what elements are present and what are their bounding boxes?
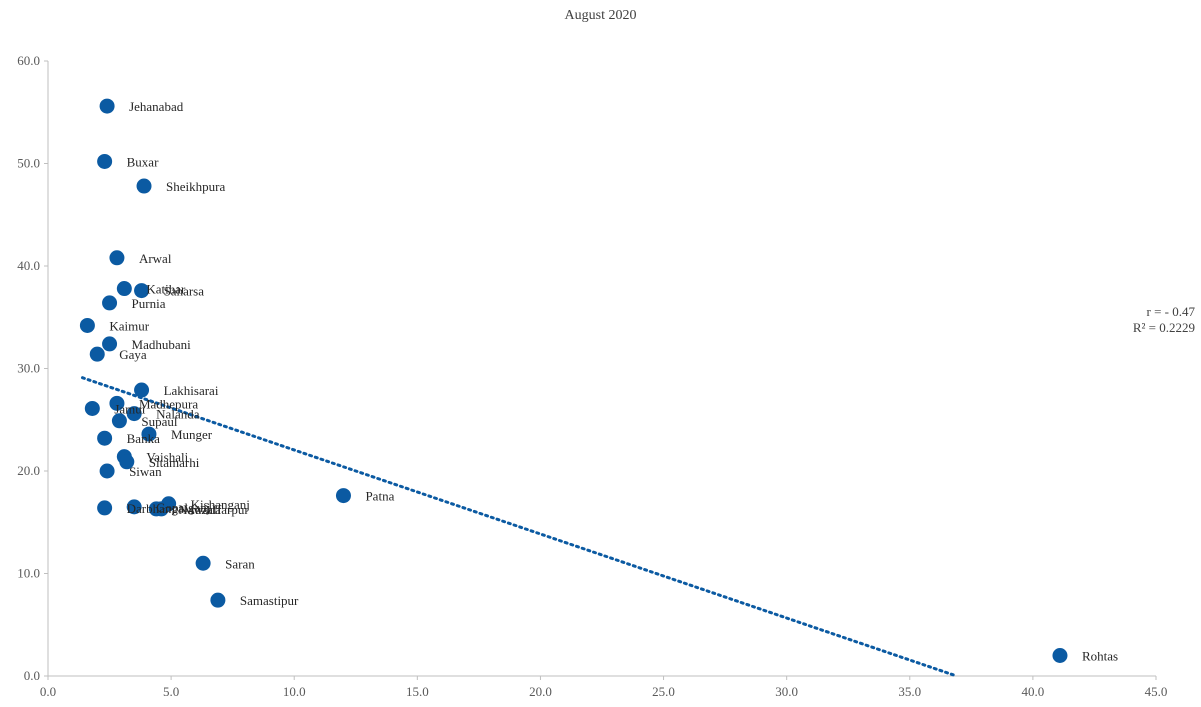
- y-tick-label: 30.0: [17, 361, 40, 376]
- y-tick-label: 0.0: [24, 668, 40, 683]
- point-label: Supaul: [141, 414, 178, 429]
- point-label: Buxar: [127, 154, 159, 169]
- data-point: [116, 281, 132, 297]
- y-tick-label: 20.0: [17, 463, 40, 478]
- point-label: Munger: [171, 427, 213, 442]
- data-points: [79, 98, 1068, 663]
- point-label: Sheikhpura: [166, 179, 225, 194]
- x-tick-label: 20.0: [529, 684, 552, 699]
- data-point: [111, 413, 127, 429]
- y-tick-label: 50.0: [17, 156, 40, 171]
- chart-title: August 2020: [564, 8, 637, 23]
- x-tick-label: 10.0: [283, 684, 306, 699]
- x-tick-label: 35.0: [898, 684, 921, 699]
- point-label: Madhubani: [132, 337, 192, 352]
- point-label: Gaya: [119, 347, 147, 362]
- data-point: [134, 283, 150, 299]
- data-point: [141, 426, 157, 442]
- data-point: [102, 336, 118, 352]
- x-tick-label: 25.0: [652, 684, 675, 699]
- point-label: Madhepura: [139, 396, 198, 411]
- data-point: [126, 499, 142, 515]
- trendline: [80, 376, 959, 678]
- data-point: [136, 178, 152, 194]
- data-point: [109, 250, 125, 266]
- data-point: [1052, 648, 1068, 663]
- point-label: Siwan: [129, 464, 162, 479]
- point-label: Jehanabad: [129, 99, 184, 114]
- point-label: Nawada: [178, 502, 221, 517]
- data-point: [99, 98, 115, 114]
- x-tick-label: 40.0: [1022, 684, 1045, 699]
- data-point: [99, 463, 115, 479]
- data-point: [153, 501, 169, 517]
- point-label: Patna: [365, 489, 394, 504]
- data-point: [134, 382, 150, 398]
- data-point: [335, 488, 351, 504]
- x-tick-label: 30.0: [775, 684, 798, 699]
- data-point: [84, 400, 100, 416]
- point-label: Lakhisarai: [164, 383, 219, 398]
- point-label: Darbhanga: [127, 501, 184, 516]
- x-tick-label: 45.0: [1145, 684, 1168, 699]
- data-point: [210, 592, 226, 608]
- point-label: Gopalganj: [156, 500, 210, 515]
- point-label: Rohtas: [1082, 649, 1118, 664]
- point-label: Katihar: [146, 282, 186, 297]
- correlation-stats: r = - 0.47 R² = 0.2229: [1133, 304, 1195, 336]
- point-label: Kaimur: [109, 318, 149, 333]
- data-point: [119, 454, 135, 470]
- point-label: Saharsa: [164, 284, 205, 299]
- point-label: Arwal: [139, 251, 172, 266]
- point-label: Sitamarhi: [149, 455, 200, 470]
- y-tick-label: 40.0: [17, 258, 40, 273]
- point-label: Samastipur: [240, 593, 299, 608]
- data-point: [126, 406, 142, 422]
- point-label: Banka: [127, 431, 160, 446]
- x-tick-label: 5.0: [163, 684, 179, 699]
- point-label: Jamui: [114, 401, 145, 416]
- data-point: [89, 346, 105, 362]
- data-point: [109, 395, 125, 411]
- data-point: [97, 500, 113, 516]
- point-label: Saran: [225, 556, 255, 571]
- y-tick-label: 10.0: [17, 566, 40, 581]
- point-label: Nalanda: [156, 407, 200, 422]
- r2-annotation: R² = 0.2229: [1132, 320, 1195, 335]
- point-labels: Jehanabad Buxar Sheikhpura Arwal KatiharSaha…: [109, 99, 1118, 663]
- x-tick-label: 0.0: [40, 684, 56, 699]
- data-point: [97, 153, 113, 169]
- point-label: Purnia: [132, 296, 166, 311]
- r-annotation: r = - 0.47: [1146, 304, 1196, 319]
- axes: 0.0 10.0 20.0 30.0 40.0 50.0 60.0 0.0 5.0 10.0 15.…: [17, 53, 1167, 699]
- data-point: [102, 295, 118, 311]
- point-label: Vaishali: [146, 450, 188, 465]
- data-point: [79, 317, 95, 333]
- data-point: [195, 555, 211, 571]
- data-point: [97, 430, 113, 446]
- y-tick-label: 60.0: [17, 53, 40, 68]
- point-label: Kishanganj: [191, 497, 250, 512]
- trendline-group: [80, 376, 959, 678]
- point-label: Muzaffarpur: [183, 502, 249, 517]
- x-tick-label: 15.0: [406, 684, 429, 699]
